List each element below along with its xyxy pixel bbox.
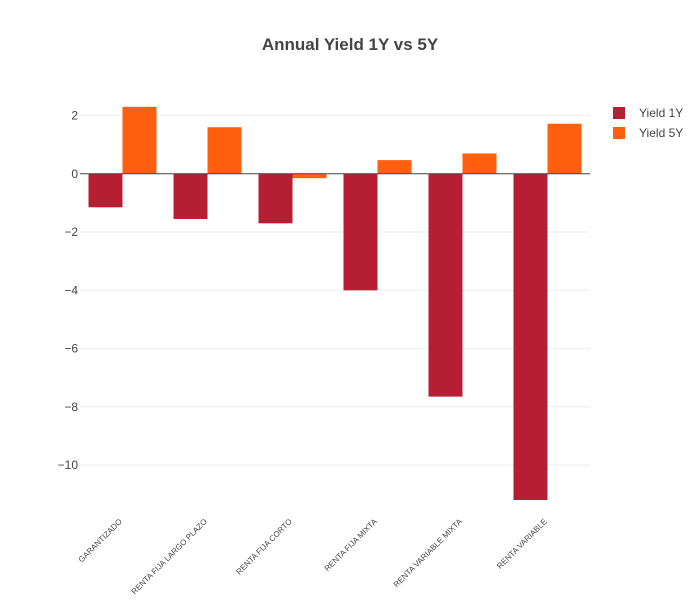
bar-yield-5y[interactable] — [377, 160, 412, 174]
legend-label: Yield 1Y — [639, 106, 683, 120]
y-tick-label: 2 — [71, 109, 78, 123]
bar-yield-1y[interactable] — [173, 173, 208, 219]
legend-item[interactable]: Yield 1Y — [613, 106, 683, 120]
bar-yield-1y[interactable] — [88, 173, 123, 208]
x-axis-ticks: GARANTIZADO RENTA FIJA LARGO PLAZO RENTA F… — [77, 517, 549, 597]
y-tick-label: −6 — [64, 342, 78, 356]
chart-title: Annual Yield 1Y vs 5Y — [262, 35, 439, 54]
legend-item[interactable]: Yield 5Y — [613, 126, 683, 140]
x-tick-label: RENTA FIJA MIXTA — [323, 517, 380, 574]
bar-yield-5y[interactable] — [547, 123, 582, 174]
bars — [88, 106, 582, 500]
bar-yield-1y[interactable] — [428, 173, 463, 397]
bar-yield-5y[interactable] — [122, 106, 157, 174]
y-tick-label: −8 — [64, 400, 78, 414]
legend-label: Yield 5Y — [639, 126, 683, 140]
bar-yield-5y[interactable] — [292, 173, 327, 179]
bar-yield-1y[interactable] — [513, 173, 548, 500]
bar-yield-5y[interactable] — [462, 153, 497, 174]
y-tick-label: −2 — [64, 225, 78, 239]
x-tick-label: RENTA VARIABLE MIXTA — [392, 517, 465, 590]
legend-swatch — [613, 107, 625, 119]
x-tick-label: RENTA VARIABLE — [495, 517, 549, 571]
bar-yield-1y[interactable] — [343, 173, 378, 291]
x-tick-label: RENTA FIJA LARGO PLAZO — [130, 517, 209, 596]
bar-yield-5y[interactable] — [207, 127, 242, 174]
x-tick-label: RENTA FIJA CORTO — [234, 517, 293, 576]
x-tick-label: GARANTIZADO — [77, 517, 124, 564]
bar-yield-1y[interactable] — [258, 173, 293, 224]
y-tick-label: −4 — [64, 283, 78, 297]
legend[interactable]: Yield 1Y Yield 5Y — [613, 106, 683, 140]
y-tick-label: −10 — [58, 458, 79, 472]
legend-swatch — [613, 127, 625, 139]
grid-lines — [80, 115, 590, 466]
y-tick-label: 0 — [71, 167, 78, 181]
y-axis-ticks: 2 0 −2 −4 −6 −8 −10 — [58, 109, 79, 472]
